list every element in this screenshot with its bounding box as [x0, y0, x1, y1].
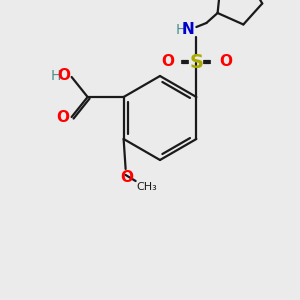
Text: H: H — [175, 23, 186, 37]
Text: N: N — [182, 22, 195, 38]
Text: S: S — [189, 53, 203, 73]
Text: O: O — [161, 55, 174, 70]
Text: O: O — [56, 110, 69, 125]
Text: H: H — [50, 69, 61, 83]
Text: CH₃: CH₃ — [136, 182, 157, 192]
Text: O: O — [219, 55, 232, 70]
Text: O: O — [120, 169, 133, 184]
Text: O: O — [57, 68, 70, 83]
